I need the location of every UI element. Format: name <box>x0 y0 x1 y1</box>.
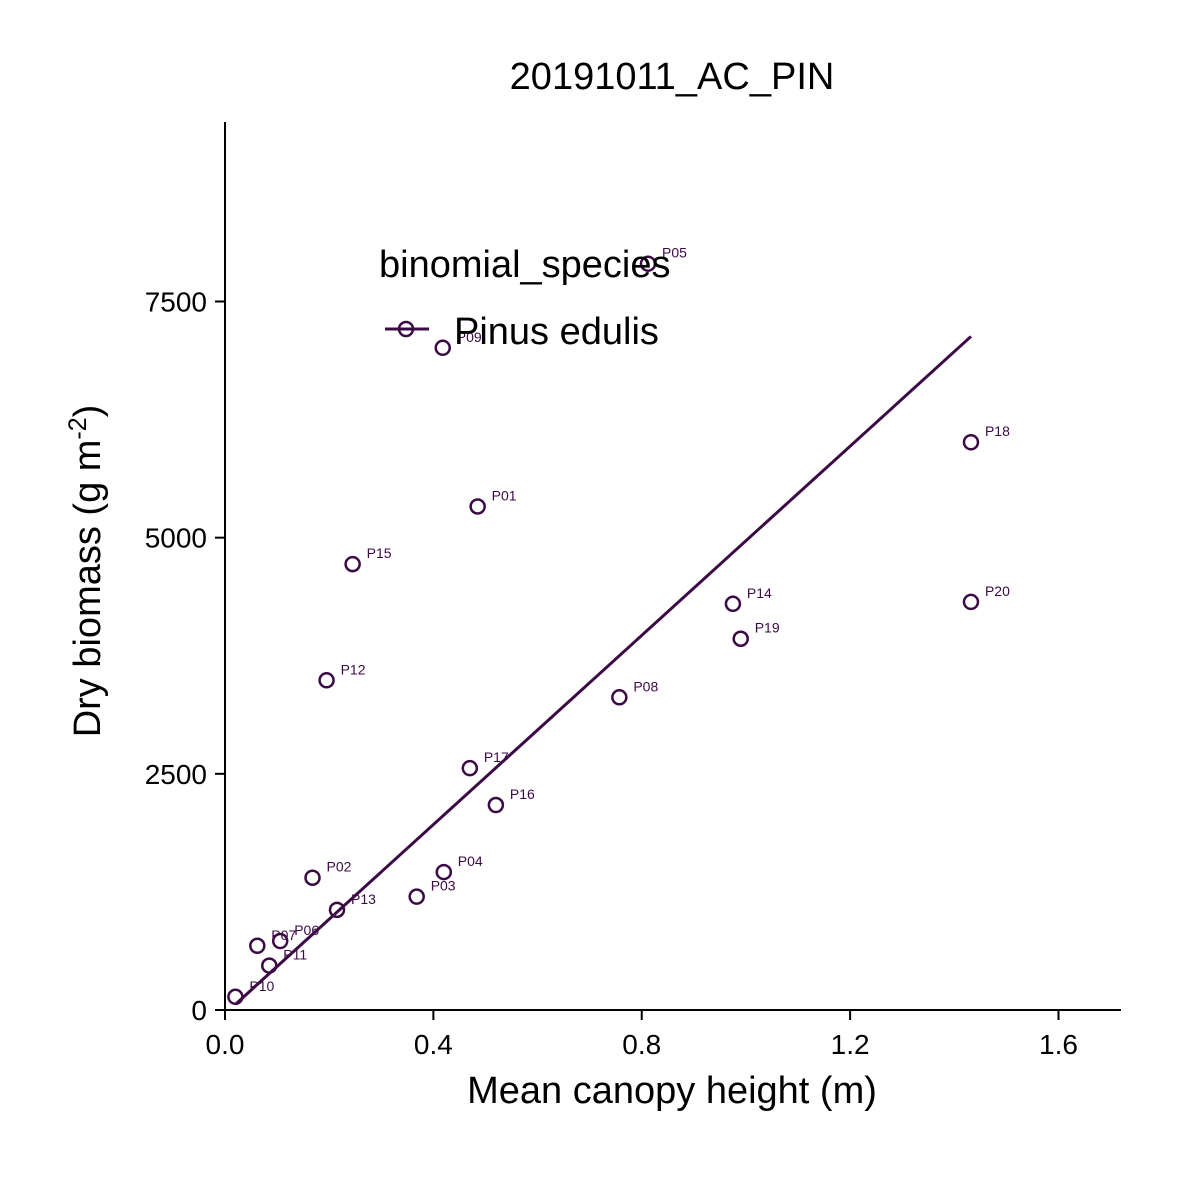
data-point <box>304 869 321 886</box>
data-point-label: P01 <box>492 487 517 503</box>
x-tick-label: 1.6 <box>1039 1029 1078 1060</box>
data-point-label: P11 <box>283 947 307 963</box>
data-point <box>611 689 628 706</box>
y-axis-title: Dry biomass (g m-2) <box>64 405 109 738</box>
regression-line <box>234 335 972 1006</box>
y-axis-title-superscript: -2 <box>64 417 92 439</box>
data-point-label: P09 <box>457 329 482 345</box>
data-point <box>434 339 451 357</box>
data-point <box>328 901 346 919</box>
data-point <box>962 593 980 611</box>
data-point-label: P05 <box>662 245 687 261</box>
data-point-label: P06 <box>294 922 319 938</box>
y-tick-label: 5000 <box>145 523 207 554</box>
data-point-label: P19 <box>755 620 780 636</box>
data-point <box>435 863 453 881</box>
data-point <box>962 433 980 451</box>
data-point <box>344 555 361 573</box>
x-tick-label: 1.2 <box>831 1029 870 1060</box>
y-axis-title-main: Dry biomass (g m <box>67 440 109 738</box>
data-point <box>227 988 244 1006</box>
y-tick-label: 7500 <box>145 286 207 317</box>
y-tick-label: 0 <box>191 995 207 1026</box>
y-axis-title-close: ) <box>67 405 109 418</box>
data-point-label: P15 <box>367 545 392 561</box>
data-point <box>732 630 749 647</box>
data-point <box>724 595 742 613</box>
data-point <box>408 888 425 905</box>
data-point-label: P07 <box>271 927 296 943</box>
data-point-label: P16 <box>510 786 535 802</box>
data-point-label: P04 <box>458 853 483 869</box>
data-point <box>461 759 479 777</box>
y-axis-ticks: 0 2500 5000 7500 <box>145 286 225 1026</box>
data-point-label: P14 <box>747 585 772 601</box>
data-point-label: P03 <box>431 878 456 894</box>
data-point-label: P13 <box>351 891 376 907</box>
x-tick-label: 0.0 <box>206 1029 245 1060</box>
x-axis-ticks: 0.0 0.4 0.8 1.2 1.6 <box>206 1010 1078 1060</box>
data-point <box>318 672 335 689</box>
legend-title: binomial_species <box>379 244 671 286</box>
data-point <box>271 932 289 950</box>
legend: binomial_species Pinus edulis <box>379 244 671 353</box>
fit-line-group <box>234 335 972 1006</box>
data-point-label: P20 <box>985 583 1010 599</box>
data-point <box>469 498 486 515</box>
chart-title: 20191011_AC_PIN <box>510 56 835 98</box>
x-axis-title: Mean canopy height (m) <box>467 1070 877 1112</box>
legend-marker-swatch <box>397 320 415 338</box>
data-point <box>261 957 278 974</box>
data-point-label: P10 <box>249 978 274 994</box>
x-tick-label: 0.8 <box>622 1029 661 1060</box>
y-tick-label: 2500 <box>145 759 207 790</box>
data-point <box>487 796 505 814</box>
data-point-label: P08 <box>633 678 658 694</box>
data-point <box>249 937 266 955</box>
data-point <box>639 255 657 272</box>
data-point-label: P17 <box>484 749 509 765</box>
data-point-label: P18 <box>985 423 1010 439</box>
legend-label-pinus-edulis: Pinus edulis <box>454 311 659 353</box>
data-point-label: P12 <box>341 661 366 677</box>
x-tick-label: 0.4 <box>414 1029 453 1060</box>
data-point-label: P02 <box>327 859 352 875</box>
